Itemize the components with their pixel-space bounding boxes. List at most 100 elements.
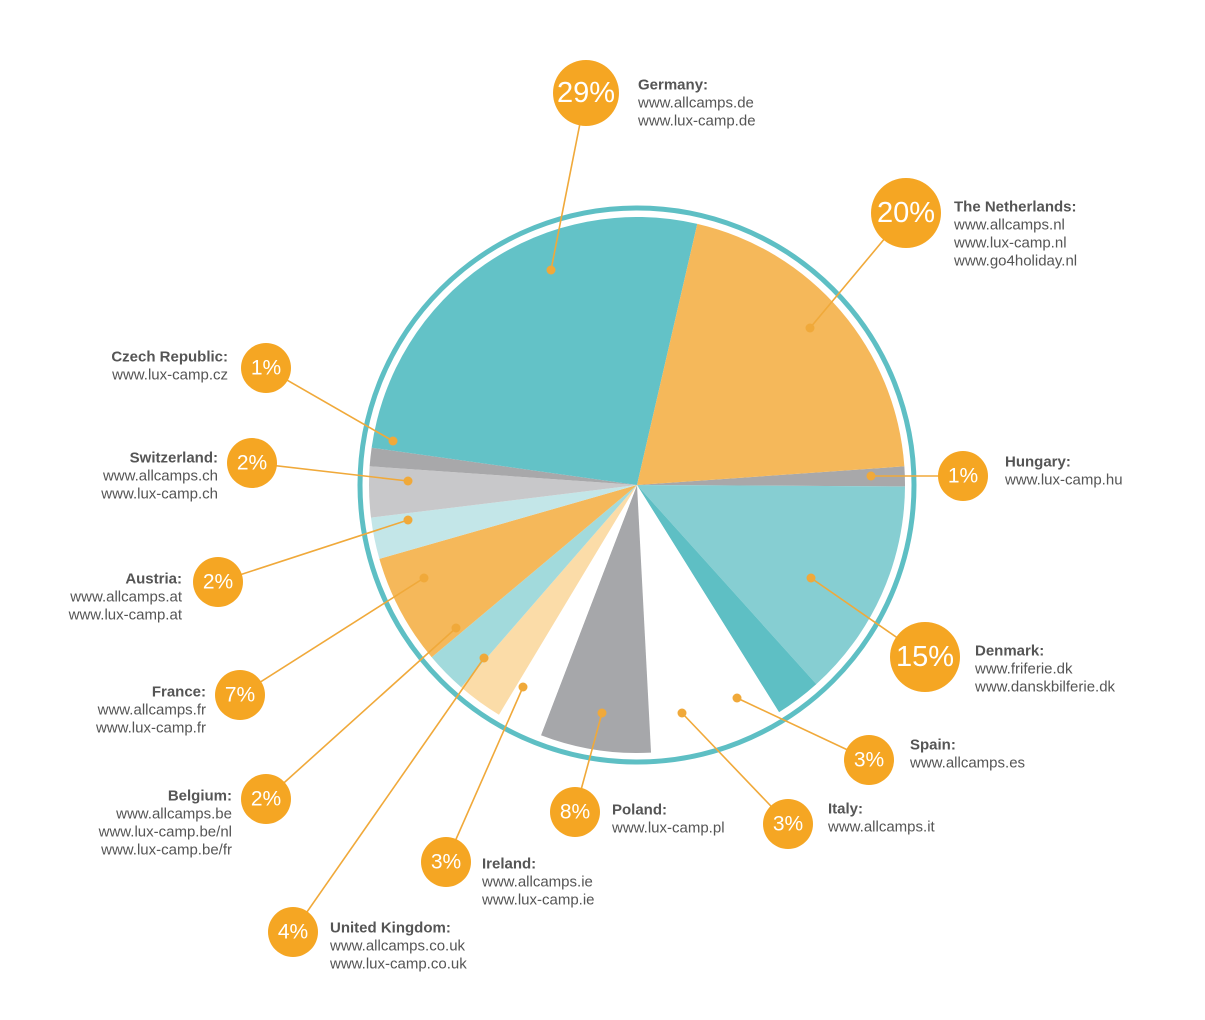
site-link-czech: www.lux-camp.cz	[111, 367, 228, 384]
site-link-italy: www.allcamps.it	[827, 819, 936, 836]
pie-slice-germany	[371, 217, 698, 485]
percent-badge-belgium	[241, 774, 291, 824]
country-label-switzerland: Switzerland:	[130, 450, 218, 467]
site-link-denmark: www.danskbilferie.dk	[974, 679, 1116, 696]
country-label-belgium: Belgium:	[168, 788, 232, 805]
leader-line-switzerland	[251, 462, 409, 482]
country-label-netherlands: The Netherlands:	[954, 199, 1077, 216]
percent-label-hungary: 1%	[948, 465, 978, 488]
leader-dot-uk	[479, 653, 489, 663]
leader-dot-czech	[388, 436, 398, 446]
pie-slice-netherlands	[637, 223, 905, 485]
percent-label-italy: 3%	[773, 813, 803, 836]
percent-badge-denmark	[890, 622, 960, 692]
pie-slice-poland	[540, 485, 652, 753]
site-link-ireland: www.allcamps.ie	[481, 874, 593, 891]
percent-label-france: 7%	[225, 684, 255, 707]
site-link-france: www.lux-camp.fr	[95, 720, 206, 737]
country-label-austria: Austria:	[125, 571, 182, 588]
country-label-germany: Germany:	[638, 77, 708, 94]
leader-dot-denmark	[806, 573, 816, 583]
leader-line-france	[239, 577, 425, 696]
leader-dot-switzerland	[403, 476, 413, 486]
leader-dot-spain	[732, 693, 742, 703]
percent-label-netherlands: 20%	[877, 197, 935, 229]
percent-label-czech: 1%	[251, 357, 281, 380]
pie-slice-uk	[461, 485, 637, 715]
leader-dot-france	[419, 573, 429, 583]
site-link-netherlands: www.allcamps.nl	[953, 217, 1065, 234]
percent-badge-ireland	[421, 837, 471, 887]
site-link-switzerland: www.allcamps.ch	[102, 468, 218, 485]
site-link-switzerland: www.lux-camp.ch	[100, 486, 218, 503]
country-label-spain: Spain:	[910, 737, 956, 754]
percent-badge-uk	[268, 907, 318, 957]
site-link-uk: www.lux-camp.co.uk	[329, 956, 467, 973]
percent-badge-spain	[844, 735, 894, 785]
site-link-netherlands: www.go4holiday.nl	[953, 253, 1077, 270]
leader-line-austria	[217, 519, 409, 583]
percent-label-poland: 8%	[560, 801, 590, 824]
leader-dot-austria	[403, 515, 413, 525]
pie-slice-denmark	[637, 485, 905, 685]
leader-dot-germany	[546, 265, 556, 275]
site-link-uk: www.allcamps.co.uk	[329, 938, 466, 955]
percent-badge-hungary	[938, 451, 988, 501]
leader-dot-hungary	[866, 471, 876, 481]
site-link-poland: www.lux-camp.pl	[611, 820, 725, 837]
percent-badge-netherlands	[871, 178, 941, 248]
site-link-austria: www.allcamps.at	[69, 589, 183, 606]
site-link-spain: www.allcamps.es	[909, 755, 1025, 772]
pie-slice-switzerland	[368, 466, 637, 518]
pie-slice-france	[379, 485, 637, 658]
country-label-czech: Czech Republic:	[111, 349, 228, 366]
site-link-netherlands: www.lux-camp.nl	[953, 235, 1067, 252]
leader-lines	[217, 92, 963, 933]
pie-slice-italy	[637, 485, 780, 753]
percent-label-germany: 29%	[557, 77, 615, 109]
percent-badge-czech	[241, 343, 291, 393]
percent-label-spain: 3%	[854, 749, 884, 772]
percent-label-uk: 4%	[278, 921, 308, 944]
pie-slice-czech	[369, 447, 637, 485]
percent-badge-france	[215, 670, 265, 720]
country-label-hungary: Hungary:	[1005, 454, 1071, 471]
leader-line-italy	[681, 712, 789, 825]
country-label-poland: Poland:	[612, 802, 667, 819]
leader-dot-belgium	[451, 623, 461, 633]
leader-line-uk	[292, 657, 485, 933]
country-label-italy: Italy:	[828, 801, 863, 818]
pie-slices	[368, 217, 906, 753]
percent-badge-austria	[193, 557, 243, 607]
pie-slice-spain	[637, 485, 817, 713]
percent-label-switzerland: 2%	[237, 452, 267, 475]
pie-slice-belgium	[431, 485, 637, 688]
percent-label-austria: 2%	[203, 571, 233, 594]
site-link-hungary: www.lux-camp.hu	[1004, 472, 1123, 489]
percent-badge-poland	[550, 787, 600, 837]
site-link-denmark: www.friferie.dk	[974, 661, 1073, 678]
leader-dot-italy	[677, 708, 687, 718]
leader-dot-poland	[597, 708, 607, 718]
outer-ring	[357, 205, 917, 765]
leader-line-ireland	[445, 686, 524, 863]
pie-slice-hungary	[637, 466, 906, 487]
percent-badge-italy	[763, 799, 813, 849]
site-link-france: www.allcamps.fr	[97, 702, 206, 719]
site-link-austria: www.lux-camp.at	[68, 607, 183, 624]
percent-label-belgium: 2%	[251, 788, 281, 811]
site-link-germany: www.allcamps.de	[637, 95, 754, 112]
site-link-belgium: www.lux-camp.be/nl	[98, 824, 232, 841]
country-label-denmark: Denmark:	[975, 643, 1044, 660]
site-link-belgium: www.allcamps.be	[115, 806, 232, 823]
percent-badge-germany	[553, 60, 619, 126]
pie-slice-ireland	[498, 485, 637, 736]
pie-slice-austria	[371, 485, 637, 559]
leader-line-belgium	[265, 627, 457, 800]
country-label-uk: United Kingdom:	[330, 920, 451, 937]
site-link-ireland: www.lux-camp.ie	[481, 892, 595, 909]
leader-dot-netherlands	[805, 323, 815, 333]
country-label-france: France:	[152, 684, 206, 701]
